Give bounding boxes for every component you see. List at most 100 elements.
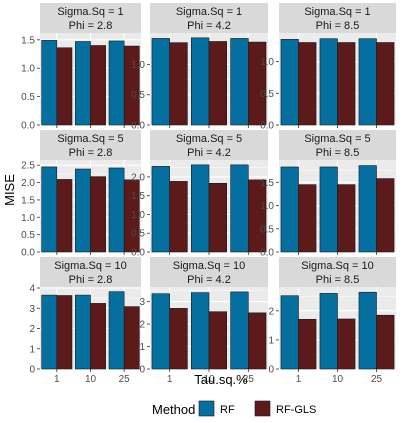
facet-strip-label: Phi = 2.8 bbox=[69, 274, 113, 286]
y-tick-label: 1 bbox=[268, 335, 274, 346]
y-tick-label: 0.5 bbox=[131, 229, 145, 240]
facet-strip-label: Phi = 4.2 bbox=[187, 20, 231, 32]
y-tick-label: 4 bbox=[29, 284, 35, 295]
facet-strip-label: Sigma.Sq = 1 bbox=[176, 6, 242, 18]
bar-rf-gls bbox=[298, 318, 317, 370]
facet-strip-label: Phi = 4.2 bbox=[187, 274, 231, 286]
bar-rf-gls bbox=[298, 184, 317, 253]
bar-rf bbox=[280, 295, 299, 370]
facet-strip bbox=[150, 3, 268, 33]
bar-rf bbox=[151, 293, 170, 370]
y-tick-label: 1.0 bbox=[21, 213, 35, 224]
bar-rf-gls bbox=[248, 41, 267, 126]
bar-rf-gls bbox=[248, 312, 267, 370]
bar-rf bbox=[108, 291, 125, 370]
y-tick-label: 0.5 bbox=[260, 224, 274, 235]
y-tick-label: 3 bbox=[29, 304, 35, 315]
y-tick-label: 0.5 bbox=[131, 90, 145, 101]
y-tick-label: 1.0 bbox=[260, 57, 274, 68]
bar-rf-gls bbox=[298, 42, 317, 126]
facet-strip bbox=[279, 257, 396, 287]
x-tick-label: 1 bbox=[296, 374, 302, 385]
facet-strip bbox=[150, 257, 268, 287]
bar-rf-gls bbox=[169, 181, 188, 253]
y-tick-label: 0.0 bbox=[260, 121, 274, 132]
x-tick-label: 1 bbox=[167, 374, 173, 385]
legend: Method RF RF-GLS bbox=[152, 400, 316, 417]
bar-rf bbox=[75, 294, 91, 370]
x-tick-label: 10 bbox=[332, 374, 344, 385]
facet-strip bbox=[150, 130, 268, 160]
bar-rf bbox=[191, 37, 210, 126]
y-tick-label: 1 bbox=[139, 342, 145, 353]
y-tick-label: 0.0 bbox=[260, 248, 274, 259]
x-tick-label: 25 bbox=[243, 374, 255, 385]
bar-rf bbox=[151, 166, 170, 253]
y-tick-label: 0.5 bbox=[21, 230, 35, 241]
y-tick-label: 1.5 bbox=[21, 35, 35, 46]
bar-rf-gls bbox=[248, 179, 267, 253]
y-tick-label: 2.0 bbox=[131, 172, 145, 183]
bar-rf-gls bbox=[90, 176, 106, 253]
legend-label-rf-gls: RF-GLS bbox=[276, 404, 316, 416]
legend-swatch-rf-gls bbox=[254, 400, 271, 417]
y-tick-label: 2 bbox=[139, 320, 145, 331]
x-tick-label: 25 bbox=[371, 374, 383, 385]
bar-rf bbox=[108, 167, 125, 253]
legend-title: Method bbox=[152, 402, 195, 417]
bar-rf-gls bbox=[376, 42, 395, 126]
bar-rf bbox=[75, 168, 91, 253]
y-axis-title: MISE bbox=[2, 174, 17, 206]
x-tick-label: 25 bbox=[119, 374, 131, 385]
facet-panel: Sigma.Sq = 10 Phi = 4.2 0 1 2 3 1 10 25 bbox=[139, 257, 268, 385]
y-tick-label: 1.0 bbox=[21, 64, 35, 75]
facet-panel: Sigma.Sq = 10 Phi = 8.5 0 1 2 1 10 25 bbox=[268, 257, 396, 385]
y-tick-label: 2.5 bbox=[21, 161, 35, 172]
bar-rf bbox=[41, 166, 58, 253]
y-tick-label: 0.0 bbox=[131, 248, 145, 259]
bar-rf bbox=[41, 294, 58, 370]
y-tick-label: 1.5 bbox=[21, 195, 35, 206]
bar-rf bbox=[151, 38, 170, 126]
bar-rf-gls bbox=[376, 314, 395, 370]
y-tick-label: 1.0 bbox=[260, 201, 274, 212]
y-tick-label: 1 bbox=[29, 344, 35, 355]
bar-rf-gls bbox=[56, 295, 73, 370]
bar-rf bbox=[358, 291, 377, 370]
bar-rf bbox=[230, 291, 249, 370]
facet-strip-label: Sigma.Sq = 1 bbox=[57, 6, 123, 18]
bar-rf-gls bbox=[123, 306, 140, 370]
bar-rf-gls bbox=[123, 179, 140, 253]
y-tick-label: 0.0 bbox=[21, 121, 35, 132]
x-axis-title: Tau.sq.% bbox=[194, 372, 248, 387]
bar-rf bbox=[280, 166, 299, 253]
facet-strip-label: Phi = 2.8 bbox=[69, 147, 113, 159]
facet-strip-label: Sigma.Sq = 5 bbox=[304, 133, 370, 145]
bar-rf bbox=[230, 164, 249, 253]
bar-rf-gls bbox=[337, 318, 356, 370]
facet-strip-label: Phi = 8.5 bbox=[316, 147, 360, 159]
y-tick-label: 1.5 bbox=[131, 191, 145, 202]
bar-rf-gls bbox=[337, 42, 356, 126]
facet-strip bbox=[40, 130, 141, 160]
bar-rf bbox=[319, 38, 338, 126]
facet-strip bbox=[40, 3, 141, 33]
facet-strip bbox=[40, 257, 141, 287]
bar-rf-gls bbox=[208, 182, 228, 253]
bar-rf-gls bbox=[123, 45, 140, 126]
bar-rf bbox=[280, 39, 299, 126]
facet-strip bbox=[279, 130, 396, 160]
y-tick-label: 0.5 bbox=[21, 92, 35, 103]
bar-rf bbox=[191, 292, 210, 370]
bar-rf-gls bbox=[169, 308, 188, 370]
legend-label-rf: RF bbox=[220, 404, 235, 416]
y-tick-label: 0.0 bbox=[21, 248, 35, 259]
y-tick-label: 0.0 bbox=[131, 121, 145, 132]
bar-rf-gls bbox=[337, 184, 356, 253]
facet-strip-label: Sigma.Sq = 5 bbox=[176, 133, 242, 145]
y-tick-label: 2.0 bbox=[21, 178, 35, 189]
